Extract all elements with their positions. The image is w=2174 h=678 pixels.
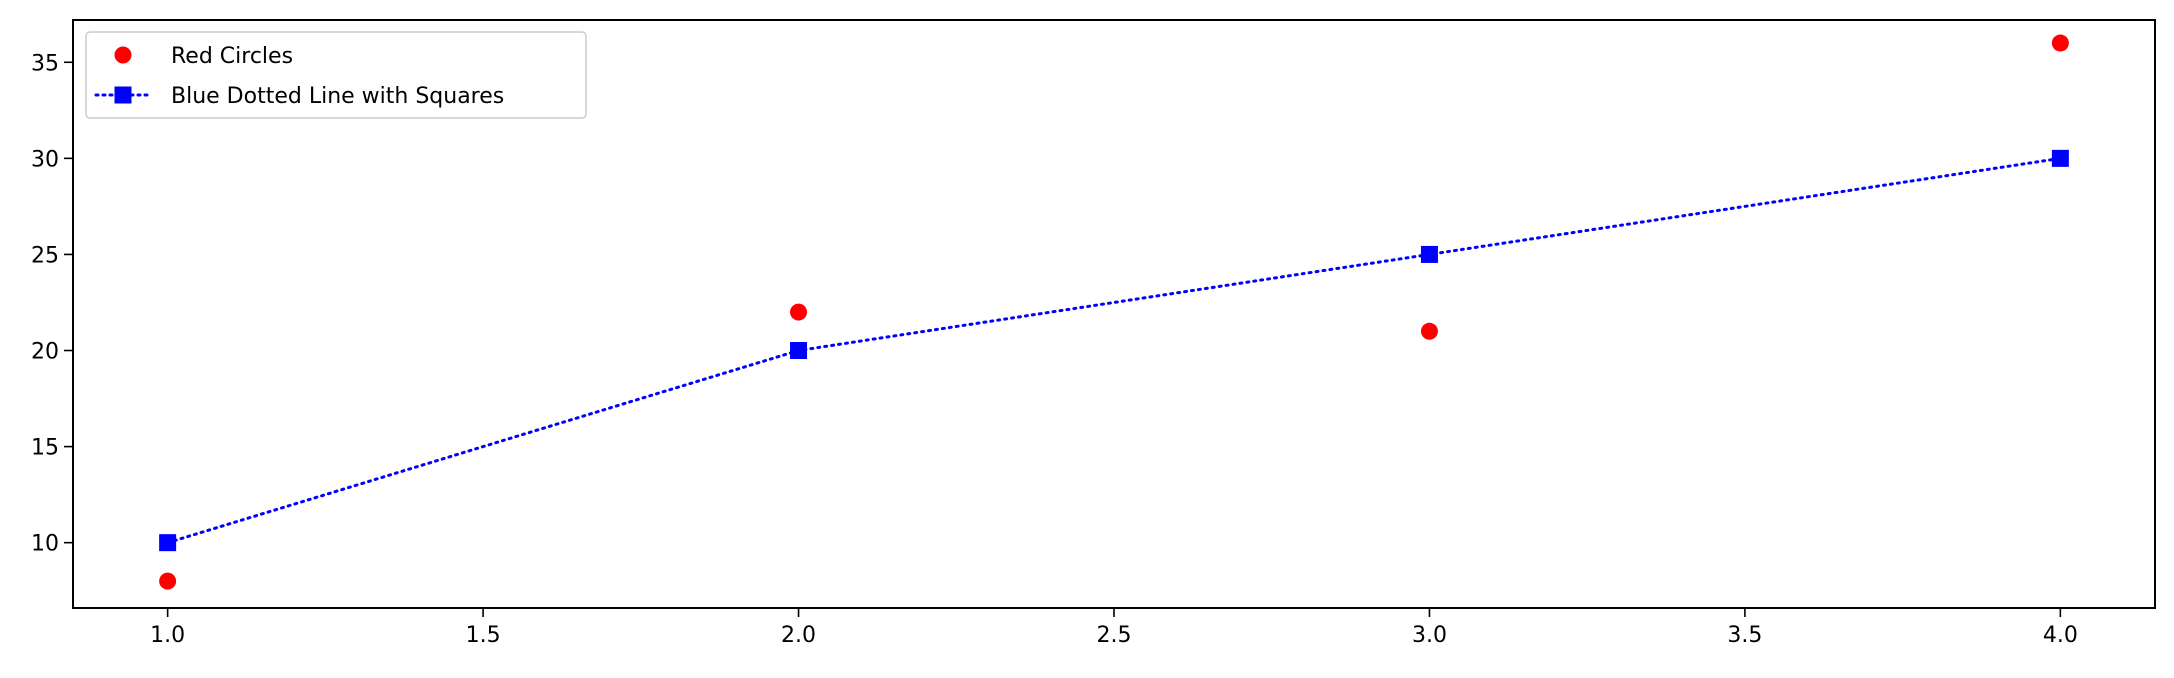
x-tick-label: 2.5 bbox=[1097, 623, 1132, 648]
y-tick-label: 35 bbox=[31, 51, 59, 76]
legend-label: Blue Dotted Line with Squares bbox=[171, 84, 504, 109]
legend-entry-1: Blue Dotted Line with Squares bbox=[94, 84, 504, 109]
data-point-blue-square bbox=[159, 534, 177, 552]
legend-square-marker bbox=[114, 86, 132, 104]
axes: 1.0 1.5 2.0 2.5 3.0 3.5 4.0 10 15 20 25 30 35 bbox=[31, 19, 2156, 648]
legend-entry-0: Red Circles bbox=[114, 44, 293, 69]
y-tick-label: 20 bbox=[31, 340, 59, 365]
x-tick-label: 2.0 bbox=[781, 623, 816, 648]
data-point-blue-square bbox=[790, 342, 808, 360]
data-point-red-circle bbox=[159, 572, 177, 590]
legend-label: Red Circles bbox=[171, 44, 293, 69]
y-tick-label: 15 bbox=[31, 436, 59, 461]
x-tick-label: 3.5 bbox=[1727, 623, 1762, 648]
y-tick-label: 25 bbox=[31, 243, 59, 268]
y-tick-label: 30 bbox=[31, 147, 59, 172]
x-tick-label: 4.0 bbox=[2043, 623, 2078, 648]
legend-circle-marker bbox=[114, 46, 132, 64]
data-point-blue-square bbox=[2051, 149, 2069, 167]
y-tick-label: 10 bbox=[31, 532, 59, 557]
x-tick-label: 3.0 bbox=[1412, 623, 1447, 648]
x-tick-label: 1.0 bbox=[150, 623, 185, 648]
legend: Red Circles Blue Dotted Line with Squares bbox=[85, 31, 587, 119]
data-point-blue-square bbox=[1420, 245, 1438, 263]
data-point-red-circle bbox=[1420, 322, 1438, 340]
legend-box bbox=[85, 31, 587, 119]
x-tick-label: 1.5 bbox=[466, 623, 501, 648]
plot-area bbox=[159, 34, 2069, 590]
series-line-1 bbox=[166, 156, 2062, 545]
data-point-red-circle bbox=[2051, 34, 2069, 52]
data-point-red-circle bbox=[790, 303, 808, 321]
